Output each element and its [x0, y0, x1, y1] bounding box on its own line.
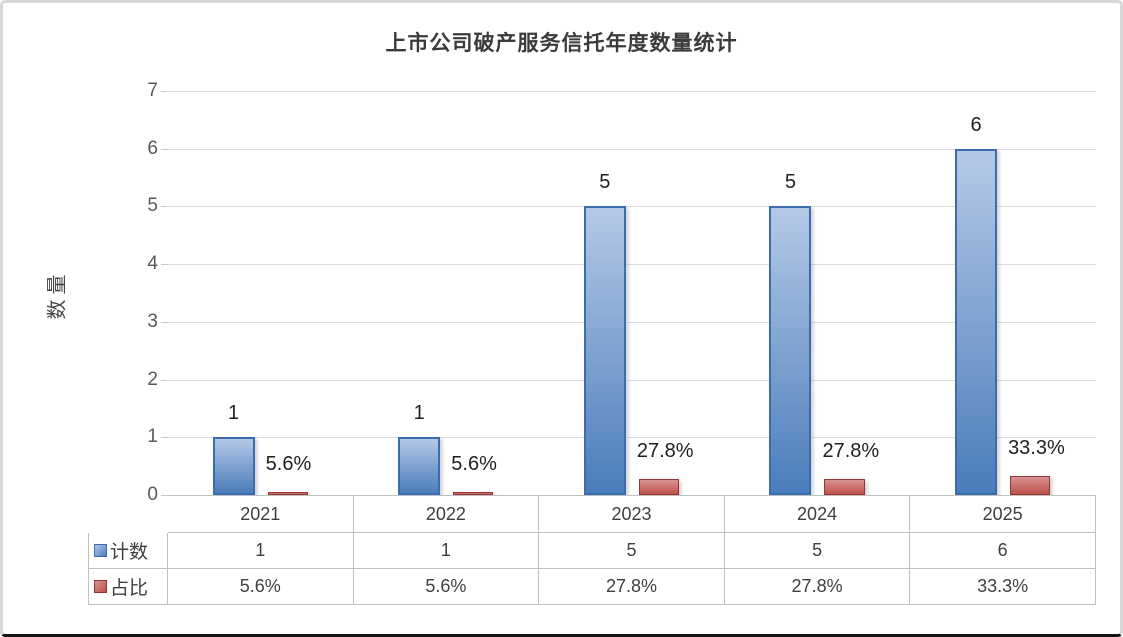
table-value-cell: 33.3% — [910, 569, 1096, 605]
y-tick-label: 1 — [147, 426, 158, 448]
count-bar-2025 — [954, 148, 998, 495]
y-tick-label: 3 — [147, 310, 158, 332]
ratio-data-label: 27.8% — [636, 439, 694, 462]
h-gridline — [168, 437, 1096, 439]
count-legend-swatch-icon — [94, 544, 107, 557]
ratio-legend-swatch-icon — [94, 580, 107, 593]
data-table: 2021 2022 2023 2024 2025 计数 1 1 5 5 6 占比 5.6% 5.6% 27.… — [88, 495, 1096, 605]
table-value-cell: 5 — [539, 533, 725, 569]
y-tick-label: 4 — [147, 253, 158, 275]
count-data-label: 5 — [784, 171, 796, 194]
table-value-cell: 5.6% — [353, 569, 540, 605]
count-data-label: 5 — [599, 171, 611, 194]
count-bar-2024 — [769, 206, 812, 495]
y-tick-mark — [161, 91, 168, 92]
y-tick-mark — [161, 264, 168, 266]
h-gridline — [168, 321, 1096, 323]
ratio-bar-2023 — [638, 478, 679, 495]
y-tick-label: 5 — [147, 195, 158, 217]
count-bar-2022 — [398, 437, 441, 495]
ratio-data-label: 5.6% — [451, 452, 497, 475]
ratio-bar-2022 — [453, 491, 494, 495]
ratio-bar-2025 — [1010, 475, 1051, 495]
y-tick-mark — [161, 321, 168, 323]
count-data-label: 1 — [228, 402, 240, 425]
count-bar-2021 — [212, 437, 255, 495]
table-year-header: 2024 — [724, 495, 911, 533]
table-row-legend: 占比 — [88, 569, 168, 605]
h-gridline — [168, 206, 1096, 208]
table-year-header: 2023 — [539, 495, 725, 533]
table-row-label: 计数 — [110, 541, 149, 563]
ratio-data-label: 27.8% — [822, 439, 880, 462]
table-corner-spacer — [88, 495, 168, 533]
table-value-cell: 5 — [724, 533, 911, 569]
ratio-data-label: 33.3% — [1008, 436, 1065, 459]
table-value-cell: 1 — [353, 533, 540, 569]
y-tick-label: 0 — [147, 484, 158, 505]
table-value-cell: 27.8% — [724, 569, 911, 605]
y-tick-mark — [161, 437, 168, 439]
plot-area: 0 1 2 3 4 5 6 7 1 5.6% 1 5.6% 5 27.8% 5 27.8% 6 33.3% — [3, 3, 1120, 634]
table-value-cell: 27.8% — [539, 569, 725, 605]
table-value-cell: 6 — [910, 533, 1096, 569]
table-row-legend: 计数 — [88, 533, 168, 569]
ratio-bar-2024 — [824, 478, 865, 495]
table-value-cell: 1 — [168, 533, 354, 569]
h-gridline — [168, 379, 1096, 381]
table-year-header: 2021 — [168, 495, 354, 533]
chart-title: 上市公司破产服务信托年度数量统计 — [385, 30, 738, 55]
table-value-cell: 5.6% — [168, 569, 354, 605]
y-tick-label: 7 — [147, 80, 158, 101]
h-gridline — [168, 264, 1096, 266]
table-row-label: 占比 — [110, 577, 149, 599]
ratio-bar-2021 — [267, 491, 308, 495]
table-year-header: 2025 — [910, 495, 1096, 533]
h-gridline — [168, 148, 1096, 150]
count-bar-2023 — [583, 206, 626, 495]
h-gridline — [168, 91, 1096, 92]
ratio-data-label: 5.6% — [265, 452, 312, 475]
y-tick-mark — [161, 206, 168, 208]
table-year-header: 2022 — [353, 495, 540, 533]
y-tick-label: 2 — [147, 368, 158, 390]
y-tick-label: 6 — [147, 137, 158, 159]
y-tick-mark — [161, 379, 168, 381]
y-tick-mark — [161, 495, 168, 496]
count-data-label: 1 — [413, 402, 425, 425]
count-data-label: 6 — [970, 113, 982, 136]
y-tick-mark — [161, 148, 168, 150]
